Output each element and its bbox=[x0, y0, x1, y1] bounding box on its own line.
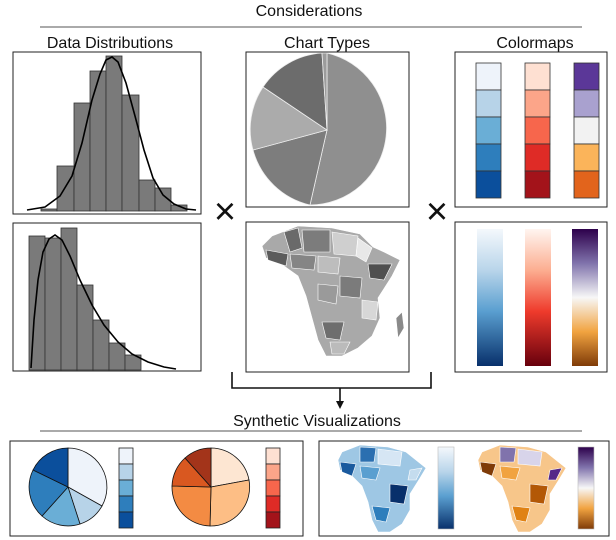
section-title-colormaps: Colormaps bbox=[496, 35, 573, 52]
section-title-chart-types: Chart Types bbox=[284, 35, 370, 52]
synthetic-maps-panel bbox=[318, 440, 610, 537]
synthetic-visualizations-title: Synthetic Visualizations bbox=[233, 413, 401, 430]
histogram-skewed-bars bbox=[28, 227, 142, 371]
africa-map-panel bbox=[245, 221, 410, 373]
blue-pie bbox=[28, 447, 108, 527]
blue-legend bbox=[118, 447, 134, 529]
synthetic-pies-panel bbox=[9, 440, 304, 537]
considerations-title: Considerations bbox=[256, 3, 363, 20]
normal-curve bbox=[26, 56, 197, 211]
discrete-colormaps-panel bbox=[454, 51, 608, 208]
section-title-distributions: Data Distributions bbox=[47, 35, 173, 52]
orange-pie bbox=[171, 447, 250, 527]
africa-map-regions bbox=[265, 227, 405, 355]
pie-chart-panel bbox=[245, 51, 410, 208]
times-operator-right: × bbox=[426, 191, 448, 233]
swatch-column-reds bbox=[524, 62, 551, 199]
africa-map-blue-regions bbox=[339, 446, 423, 523]
merge-bracket bbox=[231, 372, 432, 402]
map-gradient-legend-purple-orange bbox=[577, 446, 595, 530]
map-gradient-legend-blue bbox=[437, 446, 455, 530]
gradient-bar-blues bbox=[477, 229, 503, 366]
histogram-normal-bars bbox=[40, 55, 188, 212]
continuous-colormaps-panel bbox=[454, 221, 608, 373]
gray-pie bbox=[249, 52, 387, 206]
times-operator-left: × bbox=[214, 191, 236, 233]
swatch-column-purple-orange bbox=[573, 62, 600, 199]
down-arrow-icon bbox=[336, 401, 344, 409]
histogram-skewed-panel bbox=[12, 222, 202, 372]
africa-map-orange-regions bbox=[479, 446, 563, 523]
gradient-bar-purple-orange bbox=[572, 229, 598, 366]
swatch-column-blues bbox=[475, 62, 502, 199]
skewed-curve bbox=[30, 234, 177, 370]
histogram-normal-panel bbox=[12, 51, 202, 215]
gradient-bar-reds bbox=[525, 229, 551, 366]
orange-legend bbox=[265, 447, 281, 529]
